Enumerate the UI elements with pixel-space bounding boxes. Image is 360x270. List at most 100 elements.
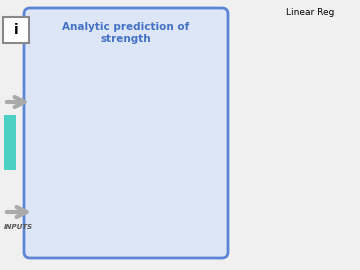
Point	[267, 194, 273, 198]
Point	[253, 204, 259, 208]
Point	[237, 213, 243, 218]
Point	[243, 214, 249, 218]
Point	[317, 174, 323, 178]
Point	[271, 199, 277, 203]
Point	[241, 211, 247, 215]
Point	[245, 206, 251, 211]
Point	[248, 210, 254, 215]
Point	[272, 214, 278, 218]
Point	[258, 202, 264, 207]
Point	[237, 215, 243, 219]
Point	[242, 210, 248, 215]
Point	[243, 214, 249, 218]
Point	[260, 208, 266, 212]
Point	[285, 191, 291, 195]
Point	[252, 210, 258, 215]
Point	[251, 210, 257, 215]
Point	[266, 200, 272, 204]
Point	[253, 207, 259, 212]
Point	[240, 213, 246, 218]
Point	[239, 216, 244, 220]
Point	[240, 214, 246, 218]
Point	[248, 206, 254, 210]
Point	[251, 202, 257, 207]
Point	[293, 212, 298, 217]
Point	[249, 212, 255, 216]
Point	[260, 201, 266, 205]
Point	[275, 216, 281, 220]
Point	[243, 205, 249, 210]
Point	[240, 213, 246, 218]
Point	[260, 215, 265, 220]
Point	[242, 211, 247, 215]
Point	[252, 207, 258, 212]
Point	[285, 213, 291, 218]
Point	[242, 206, 248, 210]
Point	[258, 196, 264, 200]
Point	[243, 205, 249, 210]
Point	[235, 213, 241, 217]
Point	[274, 195, 279, 199]
Point	[246, 213, 251, 218]
Point	[290, 175, 296, 180]
Point	[238, 213, 244, 218]
Point	[247, 202, 253, 206]
Point	[271, 207, 277, 211]
Point	[281, 205, 287, 210]
Point	[237, 214, 242, 218]
Point	[237, 211, 242, 215]
Point	[282, 182, 288, 186]
Point	[245, 209, 251, 213]
Point	[265, 208, 270, 212]
Point	[243, 210, 249, 214]
Point	[251, 207, 256, 212]
Point	[268, 207, 274, 211]
Point	[288, 213, 294, 217]
Point	[239, 217, 245, 221]
Point	[280, 180, 286, 184]
Point	[243, 213, 249, 217]
Point	[246, 208, 252, 212]
Point	[255, 216, 261, 220]
Point	[262, 194, 268, 198]
Point	[253, 209, 259, 214]
Point	[249, 214, 255, 218]
Point	[267, 194, 273, 198]
Point	[274, 215, 280, 219]
Point	[247, 214, 252, 218]
Point	[245, 213, 251, 217]
Point	[240, 213, 246, 218]
Point	[267, 199, 273, 203]
Point	[241, 207, 247, 211]
Point	[253, 204, 259, 209]
Point	[246, 212, 252, 216]
Point	[271, 206, 276, 210]
Point	[287, 176, 293, 181]
Point	[256, 211, 262, 215]
Point	[247, 213, 253, 217]
Point	[257, 216, 262, 221]
Point	[267, 190, 273, 194]
Point	[264, 209, 270, 213]
Point	[242, 211, 248, 215]
Point	[276, 204, 282, 208]
Point	[274, 190, 280, 194]
Point	[262, 193, 267, 197]
Point	[292, 201, 297, 206]
Point	[238, 215, 244, 219]
Point	[243, 213, 249, 218]
Point	[264, 202, 269, 207]
Point	[243, 209, 249, 213]
Point	[285, 215, 291, 220]
Point	[260, 208, 266, 212]
Point	[253, 207, 259, 211]
Point	[290, 201, 296, 205]
Point	[241, 213, 247, 217]
Point	[321, 195, 327, 199]
Point	[269, 199, 275, 203]
Point	[243, 209, 249, 213]
Point	[242, 212, 248, 217]
Point	[245, 213, 251, 217]
Point	[277, 204, 283, 208]
Point	[238, 214, 243, 218]
